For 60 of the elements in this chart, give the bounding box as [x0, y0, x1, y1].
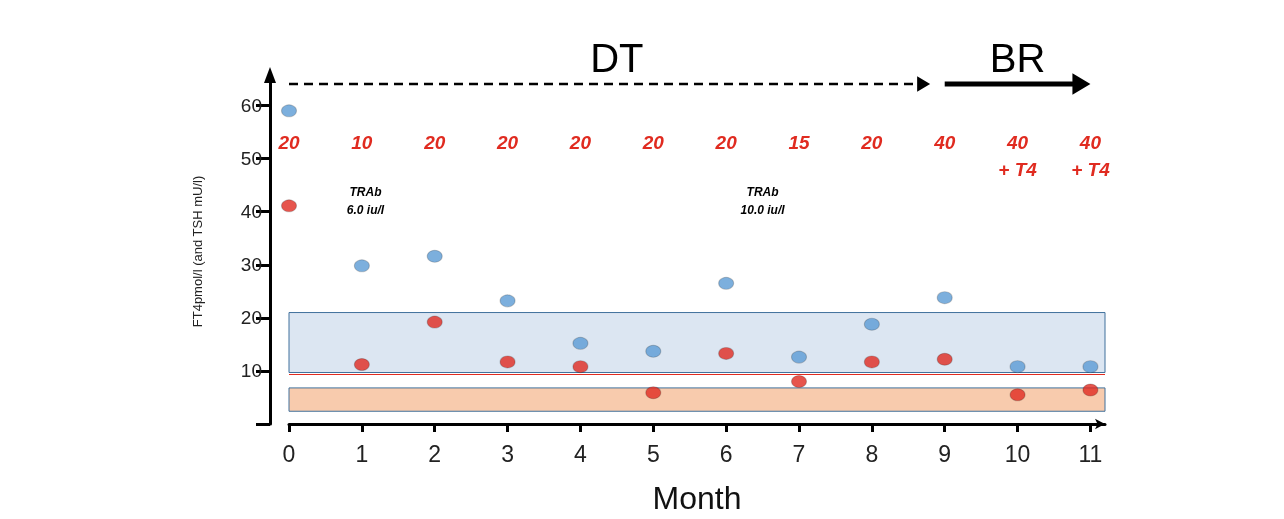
- annotation: 20: [277, 132, 300, 153]
- point: [426, 315, 443, 329]
- annotation: 20: [860, 132, 883, 153]
- x-tick-label: 7: [792, 440, 806, 467]
- point: [572, 336, 589, 350]
- y-tick-label: 40: [240, 201, 262, 223]
- point: [572, 360, 589, 374]
- annotation: 20: [641, 132, 665, 153]
- point: [499, 294, 516, 308]
- point: [645, 344, 662, 358]
- point: [1009, 388, 1026, 402]
- point: [281, 199, 297, 213]
- y-axis-title: FT4pmol/l (and TSH mU/l): [190, 175, 205, 328]
- annotation: 20: [714, 132, 738, 153]
- point: [499, 355, 516, 369]
- annotation: DT: [590, 36, 644, 80]
- x-tick-label: 3: [501, 440, 514, 467]
- point: [353, 358, 370, 372]
- x-tick-label: 5: [646, 440, 660, 467]
- x-tick-label: 4: [574, 440, 588, 467]
- x-tick-label: 9: [938, 440, 952, 467]
- point: [645, 386, 662, 400]
- annotation: TRAb 10.0 iu/l: [740, 185, 786, 218]
- annotation: 40 + T4: [998, 132, 1038, 180]
- annotation: 10: [351, 132, 373, 153]
- annotation: 20: [568, 132, 592, 153]
- y-tick-label: 10: [240, 360, 262, 382]
- point: [936, 291, 953, 305]
- x-tick-label: 10: [1004, 440, 1031, 467]
- x-tick-label: 11: [1078, 440, 1103, 467]
- annotation: 40 + T4: [1071, 132, 1111, 180]
- x-axis-title: Month: [652, 480, 742, 516]
- x-tick-label: 2: [428, 440, 442, 467]
- point: [863, 355, 880, 369]
- annotation: TRAb 6.0 iu/l: [346, 185, 385, 218]
- point: [281, 104, 297, 118]
- y-tick-label: 50: [240, 148, 262, 170]
- point: [718, 276, 735, 290]
- annotation: 40: [933, 132, 956, 153]
- x-tick-label: 6: [719, 440, 733, 467]
- y-tick-label: 30: [240, 254, 262, 276]
- point: [863, 317, 880, 331]
- point: [1082, 360, 1099, 374]
- x-tick-label: 1: [355, 440, 369, 467]
- point: [426, 249, 443, 263]
- annotation: BR: [989, 36, 1046, 80]
- point: [791, 375, 807, 389]
- point: [936, 352, 953, 366]
- annotation: 20: [423, 132, 446, 153]
- point: [1009, 360, 1026, 374]
- y-tick-label: 60: [240, 95, 262, 117]
- point: [718, 346, 735, 360]
- annotation: 15: [788, 132, 810, 153]
- annotation: 20: [496, 132, 519, 153]
- point: [791, 350, 807, 364]
- x-tick-label: 0: [282, 440, 296, 467]
- point: [353, 259, 370, 273]
- point: [1082, 383, 1099, 397]
- x-tick-label: 8: [865, 440, 879, 467]
- y-tick-label: 20: [240, 307, 262, 329]
